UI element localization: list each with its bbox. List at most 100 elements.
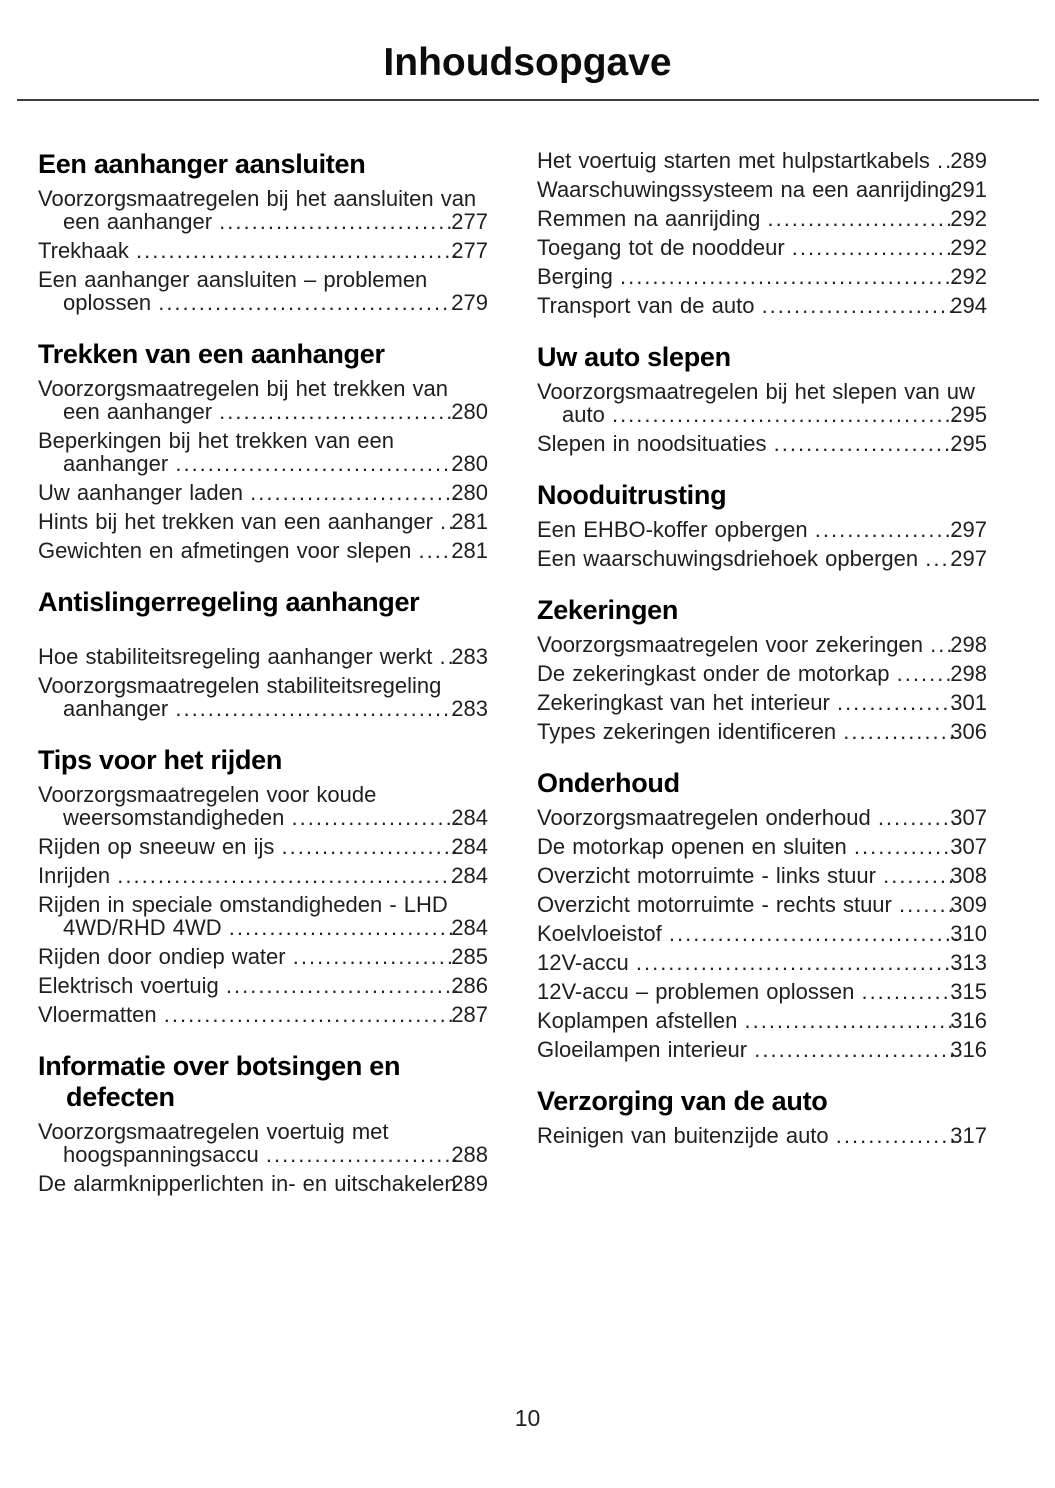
section-entries: Voorzorgsmaatregelen bij het slepen van … bbox=[537, 380, 987, 455]
entry-label: Overzicht motorruimte - rechts stuur bbox=[537, 892, 892, 917]
entry-label: De zekeringkast onder de motorkap bbox=[537, 661, 890, 686]
entry-label: Waarschuwingssysteem na een aanrijding bbox=[537, 177, 952, 202]
toc-entry: 12V-accu 313............................… bbox=[537, 951, 987, 974]
entry-label: Rijden in speciale omstandigheden - LHD … bbox=[38, 892, 448, 940]
entry-page-number: 289 bbox=[451, 1171, 488, 1196]
entry-label: Uw aanhanger laden bbox=[38, 480, 244, 505]
entry-label: Voorzorgsmaatregelen voertuig met hoogsp… bbox=[38, 1119, 389, 1167]
toc-entry: Uw aanhanger laden 280..................… bbox=[38, 481, 488, 504]
entry-label: Voorzorgsmaatregelen voor zekeringen bbox=[537, 632, 924, 657]
entry-page-number: 284 bbox=[451, 834, 488, 859]
dot-leader: ................................... bbox=[175, 696, 460, 721]
dot-leader: ..................................... bbox=[158, 290, 459, 315]
section-entries: Reinigen van buitenzijde auto 317.......… bbox=[537, 1124, 987, 1147]
entry-label: Elektrisch voertuig bbox=[38, 973, 219, 998]
toc-entry: Voorzorgsmaatregelen onderhoud 307......… bbox=[537, 806, 987, 829]
toc-column-right: Het voertuig starten met hulpstartkabels… bbox=[537, 149, 987, 1201]
toc-entry: Elektrisch voertuig 286.................… bbox=[38, 974, 488, 997]
section-entries: Voorzorgsmaatregelen onderhoud 307......… bbox=[537, 806, 987, 1061]
entry-page-number: 294 bbox=[950, 293, 987, 318]
dot-leader: .. bbox=[439, 644, 456, 669]
toc-section: Een aanhanger aansluiten Voorzorgsmaatreg… bbox=[38, 149, 488, 314]
manual-toc-page: { "page": { "title": "Inhoudsopgave", "p… bbox=[0, 40, 1055, 1488]
dot-leader: ... bbox=[930, 632, 955, 657]
toc-entry: Overzicht motorruimte - links stuur 308.… bbox=[537, 864, 987, 887]
toc-entry: Voorzorgsmaatregelen bij het aansluiten … bbox=[38, 187, 488, 233]
toc-entry: Rijden door ondiep water 285............… bbox=[38, 945, 488, 968]
entry-page-number: 297 bbox=[950, 517, 987, 542]
entry-label: Remmen na aanrijding bbox=[537, 206, 761, 231]
entry-page-number: 317 bbox=[950, 1123, 987, 1148]
entry-label: Een waarschuwingsdriehoek opbergen bbox=[537, 546, 919, 571]
dot-leader: ......... bbox=[883, 863, 957, 888]
dot-leader: ........................ bbox=[761, 293, 957, 318]
entry-label: Types zekeringen identificeren bbox=[537, 719, 837, 744]
toc-entry: Toegang tot de nooddeur 292.............… bbox=[537, 236, 987, 259]
toc-entry: 12V-accu – problemen oplossen 315.......… bbox=[537, 980, 987, 1003]
dot-leader: .......... bbox=[877, 805, 959, 830]
entry-label: Reinigen van buitenzijde auto bbox=[537, 1123, 829, 1148]
section-heading: Een aanhanger aansluiten bbox=[38, 149, 366, 179]
toc-entry: Trekhaak 277............................… bbox=[38, 239, 488, 262]
entry-page-number: 284 bbox=[451, 805, 488, 830]
entry-page-number: 292 bbox=[950, 264, 987, 289]
section-entries: Voorzorgsmaatregelen bij het trekken van… bbox=[38, 377, 488, 562]
toc-entry: Een EHBO-koffer opbergen 297............… bbox=[537, 518, 987, 541]
section-entries: Hoe stabiliteitsregeling aanhanger werkt… bbox=[38, 625, 488, 720]
entry-page-number: 279 bbox=[451, 290, 488, 315]
entry-page-number: 285 bbox=[451, 944, 488, 969]
dot-leader: .................... bbox=[292, 944, 455, 969]
dot-leader: .... bbox=[925, 546, 958, 571]
entry-label: Beperkingen bij het trekken van een aanh… bbox=[38, 428, 395, 476]
entry-label: De motorkap openen en sluiten bbox=[537, 834, 847, 859]
dot-leader: ....................... bbox=[767, 206, 955, 231]
entry-page-number: 292 bbox=[950, 235, 987, 260]
section-entries: Voorzorgsmaatregelen voor zekeringen 298… bbox=[537, 633, 987, 743]
entry-page-number: 289 bbox=[950, 148, 987, 173]
entry-page-number: 288 bbox=[451, 1142, 488, 1167]
toc-section: Het voertuig starten met hulpstartkabels… bbox=[537, 149, 987, 317]
entry-label: Slepen in noodsituaties bbox=[537, 431, 767, 456]
title-rule bbox=[17, 99, 1039, 101]
toc-entry: Het voertuig starten met hulpstartkabels… bbox=[537, 149, 987, 172]
entry-page-number: 286 bbox=[451, 973, 488, 998]
entry-page-number: 280 bbox=[451, 451, 488, 476]
section-heading: Uw auto slepen bbox=[537, 342, 731, 372]
toc-section: Onderhoud Voorzorgsmaatregelen onderhoud … bbox=[537, 768, 987, 1061]
entry-page-number: 310 bbox=[950, 921, 987, 946]
entry-page-number: 284 bbox=[451, 915, 488, 940]
section-heading: Zekeringen bbox=[537, 595, 679, 625]
toc-entry: Voorzorgsmaatregelen stabiliteitsregelin… bbox=[38, 674, 488, 720]
entry-label: Koplampen afstellen bbox=[537, 1008, 738, 1033]
entry-label: Voorzorgsmaatregelen bij het trekken van… bbox=[38, 376, 449, 424]
dot-leader: .......................... bbox=[250, 480, 462, 505]
toc-section: Tips voor het rijden Voorzorgsmaatregelen… bbox=[38, 745, 488, 1026]
entry-label: Voorzorgsmaatregelen bij het aansluiten … bbox=[38, 186, 477, 234]
dot-leader: ............ bbox=[861, 979, 959, 1004]
entry-page-number: 308 bbox=[950, 863, 987, 888]
section-entries: Voorzorgsmaatregelen bij het aansluiten … bbox=[38, 187, 488, 314]
entry-label: Het voertuig starten met hulpstartkabels bbox=[537, 148, 930, 173]
toc-entry: De zekeringkast onder de motorkap 298...… bbox=[537, 662, 987, 685]
entry-label: Voorzorgsmaatregelen bij het slepen van … bbox=[537, 379, 975, 427]
entry-page-number: 298 bbox=[950, 632, 987, 657]
dot-leader: ............................. bbox=[225, 973, 462, 998]
dot-leader: ........................................ bbox=[136, 238, 461, 263]
toc-entry: Types zekeringen identificeren 306......… bbox=[537, 720, 987, 743]
entry-page-number: 292 bbox=[950, 206, 987, 231]
dot-leader: .................. bbox=[814, 517, 961, 542]
entry-page-number: 313 bbox=[950, 950, 987, 975]
dot-leader: .............. bbox=[843, 719, 957, 744]
section-entries: Voorzorgsmaatregelen voertuig met hoogsp… bbox=[38, 1120, 488, 1195]
toc-entry: Koplampen afstellen 316.................… bbox=[537, 1009, 987, 1032]
entry-page-number: 287 bbox=[451, 1002, 488, 1027]
toc-entry: Vloermatten 287.........................… bbox=[38, 1003, 488, 1026]
toc-columns: Een aanhanger aansluiten Voorzorgsmaatreg… bbox=[0, 101, 1055, 1201]
toc-entry: Hoe stabiliteitsregeling aanhanger werkt… bbox=[38, 645, 488, 668]
entry-label: Overzicht motorruimte - links stuur bbox=[537, 863, 876, 888]
toc-entry: Reinigen van buitenzijde auto 317.......… bbox=[537, 1124, 987, 1147]
entry-page-number: 301 bbox=[950, 690, 987, 715]
dot-leader: .......................... bbox=[744, 1008, 956, 1033]
entry-page-number: 277 bbox=[451, 209, 488, 234]
entry-page-number: 316 bbox=[950, 1008, 987, 1033]
